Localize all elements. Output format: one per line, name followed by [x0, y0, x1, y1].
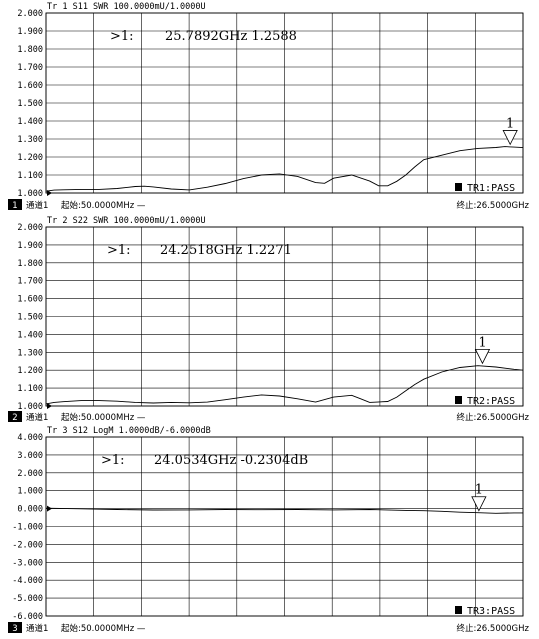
marker-triangle — [471, 496, 487, 512]
marker-readout-value: 24.0534GHz -0.2304dB — [154, 453, 308, 468]
y-tick-label: -3.000 — [12, 558, 43, 568]
sweep-start: 起始:50.0000MHz — — [61, 412, 146, 423]
marker-id: 1 — [478, 335, 486, 350]
limit-test-result: TR3:PASS — [467, 606, 515, 617]
y-tick-label: 1.800 — [17, 45, 43, 55]
channel-badge-number: 1 — [12, 201, 17, 211]
y-tick-label: 1.800 — [17, 259, 43, 269]
y-tick-label: 1.600 — [17, 81, 43, 91]
reference-level-arrow — [47, 403, 52, 409]
channel-badge — [8, 199, 22, 210]
sweep-stop: 终止:26.5000GHz — [457, 200, 530, 211]
y-tick-label: 1.100 — [17, 384, 43, 394]
marker-readout-value: 24.2518GHz 1.2271 — [160, 243, 292, 258]
limit-test-result: TR2:PASS — [467, 396, 515, 407]
y-tick-label: 1.900 — [17, 241, 43, 251]
limit-test-indicator — [455, 396, 462, 404]
channel-badge — [8, 622, 22, 633]
trace-panel-2: Tr 2 S22 SWR 100.0000mU/1.0000U 2.000 1.90… — [8, 216, 530, 423]
plot-frame — [45, 436, 524, 617]
y-tick-label: 0.000 — [17, 505, 43, 515]
y-tick-label: 1.400 — [17, 117, 43, 127]
sweep-start: 起始:50.0000MHz — — [61, 623, 146, 634]
y-tick-label: 1.300 — [17, 348, 43, 358]
channel-badge — [8, 411, 22, 422]
sweep-stop: 终止:26.5000GHz — [457, 412, 530, 423]
y-tick-label: 1.500 — [17, 99, 43, 109]
y-tick-label: 1.300 — [17, 135, 43, 145]
plot-frame — [45, 12, 524, 194]
y-tick-label: 2.000 — [17, 223, 43, 233]
channel-label: 通道1 — [26, 623, 48, 634]
y-tick-label: 1.700 — [17, 63, 43, 73]
trace-line — [45, 507, 523, 514]
y-tick-label: -5.000 — [12, 594, 43, 604]
channel-badge-number: 3 — [12, 624, 17, 634]
y-tick-label: -4.000 — [12, 576, 43, 586]
y-tick-label: 1.400 — [17, 330, 43, 340]
y-tick-label: 1.000 — [17, 487, 43, 497]
trace-header: Tr 2 S22 SWR 100.0000mU/1.0000U — [47, 216, 206, 226]
y-tick-label: 1.200 — [17, 366, 43, 376]
plot-frame — [45, 226, 524, 407]
y-tick-label: 4.000 — [17, 433, 43, 443]
sweep-start: 起始:50.0000MHz — — [61, 200, 146, 211]
y-tick-label: 1.000 — [17, 189, 43, 199]
y-tick-label: 1.200 — [17, 153, 43, 163]
channel-badge-number: 2 — [12, 413, 17, 423]
y-tick-label: -6.000 — [12, 612, 43, 622]
marker-id: 1 — [506, 116, 514, 131]
channel-label: 通道1 — [26, 200, 48, 211]
trace-header: Tr 3 S12 LogM 1.0000dB/-6.0000dB — [47, 426, 211, 436]
trace-line — [45, 146, 524, 192]
marker-id: 1 — [475, 483, 483, 498]
y-tick-label: 1.600 — [17, 295, 43, 305]
limit-test-indicator — [455, 183, 462, 191]
sweep-stop: 终止:26.5000GHz — [457, 623, 530, 634]
y-tick-label: 3.000 — [17, 451, 43, 461]
y-tick-label: -2.000 — [12, 540, 43, 550]
y-tick-label: 1.900 — [17, 27, 43, 37]
y-tick-label: 2.000 — [17, 9, 43, 19]
y-tick-label: -1.000 — [12, 523, 43, 533]
marker-readout-label: >1: — [110, 29, 134, 44]
reference-level-arrow — [47, 190, 52, 196]
trace-panel-1: Tr 1 S11 SWR 100.0000mU/1.0000U 2.000 1.90… — [8, 2, 530, 211]
y-tick-label: 2.000 — [17, 469, 43, 479]
limit-test-result: TR1:PASS — [467, 183, 515, 194]
marker-readout-label: >1: — [107, 243, 131, 258]
limit-test-indicator — [455, 606, 462, 614]
channel-label: 通道1 — [26, 412, 48, 423]
trace-header: Tr 1 S11 SWR 100.0000mU/1.0000U — [47, 2, 206, 12]
trace-panel-3: Tr 3 S12 LogM 1.0000dB/-6.0000dB 4.000 3.0… — [8, 426, 530, 634]
marker-readout-label: >1: — [101, 453, 125, 468]
y-tick-label: 1.500 — [17, 313, 43, 323]
y-tick-label: 1.000 — [17, 402, 43, 412]
y-tick-label: 1.100 — [17, 171, 43, 181]
y-tick-label: 1.700 — [17, 277, 43, 287]
trace-line — [45, 365, 524, 405]
marker-readout-value: 25.7892GHz 1.2588 — [165, 29, 297, 44]
marker-triangle — [474, 348, 491, 365]
marker-triangle — [502, 130, 518, 146]
